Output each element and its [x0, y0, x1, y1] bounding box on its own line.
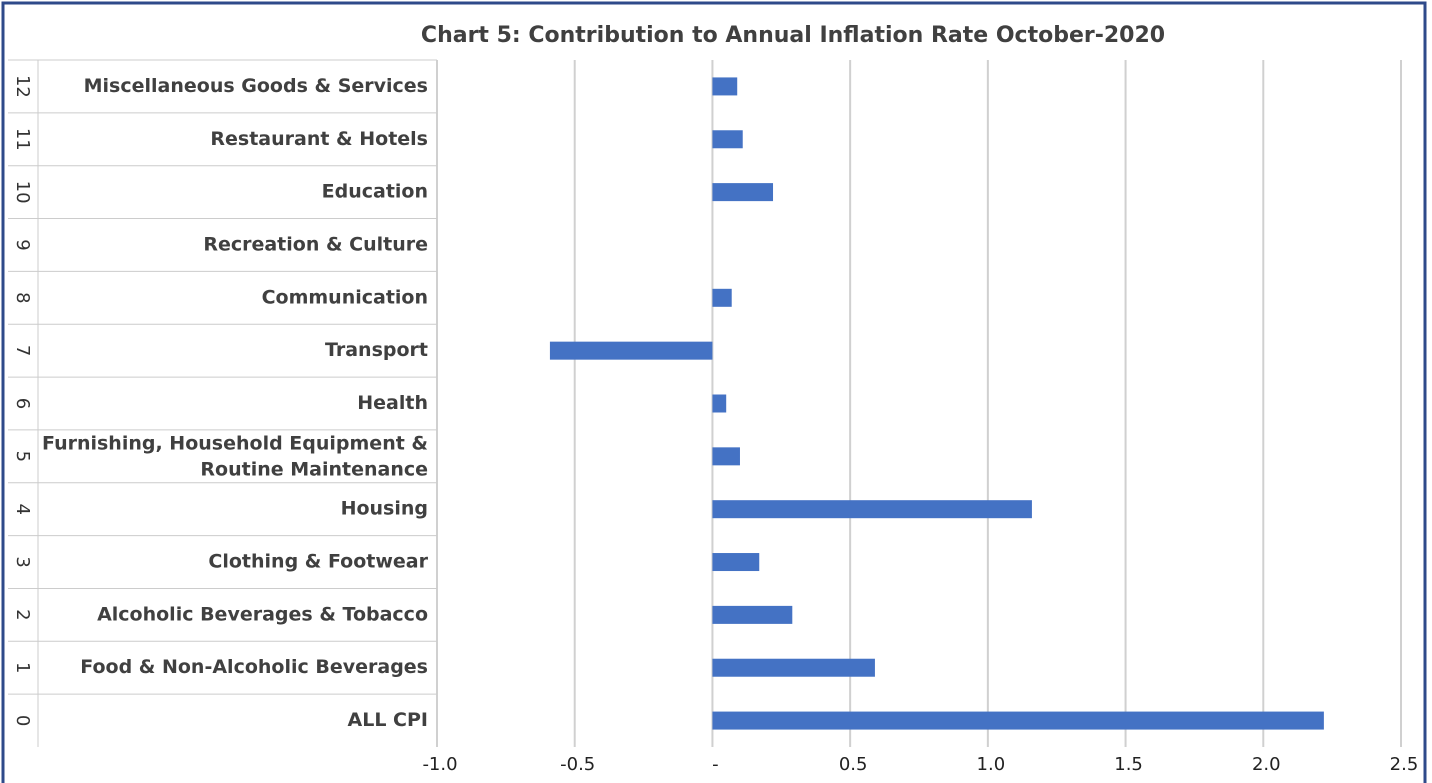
row-code: 2 — [12, 609, 33, 620]
category-label: Miscellaneous Goods & Services — [84, 75, 428, 97]
bar — [549, 341, 713, 360]
row-code: 6 — [12, 398, 33, 409]
category-label: Food & Non-Alcoholic Beverages — [80, 656, 428, 678]
row-code: 11 — [12, 128, 33, 151]
x-tick-label: 2.5 — [1390, 754, 1419, 775]
row-code: 10 — [12, 181, 33, 204]
bar — [712, 130, 743, 149]
x-tick-label: 2.0 — [1252, 754, 1281, 775]
category-label: Clothing & Footwear — [208, 551, 428, 573]
row-code: 9 — [12, 239, 33, 250]
bar — [712, 605, 793, 624]
category-label: Health — [357, 392, 428, 414]
x-tick-label: 0.5 — [839, 754, 868, 775]
x-tick-label: -1.0 — [422, 754, 457, 775]
x-tick-label: 1.5 — [1114, 754, 1143, 775]
bar — [712, 77, 738, 96]
bar — [712, 394, 727, 413]
row-code: 8 — [12, 292, 33, 303]
bar — [712, 658, 875, 677]
row-code: 3 — [12, 556, 33, 567]
category-label: Alcoholic Beverages & Tobacco — [97, 603, 428, 625]
bar — [712, 183, 774, 202]
row-code: 5 — [12, 451, 33, 462]
row-code: 0 — [12, 715, 33, 726]
category-label: Restaurant & Hotels — [210, 128, 428, 150]
bar — [712, 553, 760, 572]
category-label: Furnishing, Household Equipment & Routine… — [42, 432, 428, 480]
x-tick-label: 1.0 — [977, 754, 1006, 775]
category-label: Communication — [262, 286, 428, 308]
row-code: 4 — [12, 503, 33, 514]
bar — [712, 447, 740, 466]
bar — [712, 288, 732, 307]
row-code: 7 — [12, 345, 33, 356]
row-code: 12 — [12, 75, 33, 98]
category-label: Recreation & Culture — [203, 233, 428, 255]
row-code: 1 — [12, 662, 33, 673]
category-label: Education — [322, 181, 428, 203]
x-tick-label: - — [712, 754, 719, 775]
category-label: ALL CPI — [348, 709, 428, 731]
bar — [712, 711, 1324, 730]
chart-title: Chart 5: Contribution to Annual Inflatio… — [421, 23, 1165, 48]
bar — [712, 500, 1032, 519]
x-tick-label: -0.5 — [560, 754, 595, 775]
category-label: Transport — [325, 339, 428, 361]
category-label: Housing — [341, 498, 428, 520]
